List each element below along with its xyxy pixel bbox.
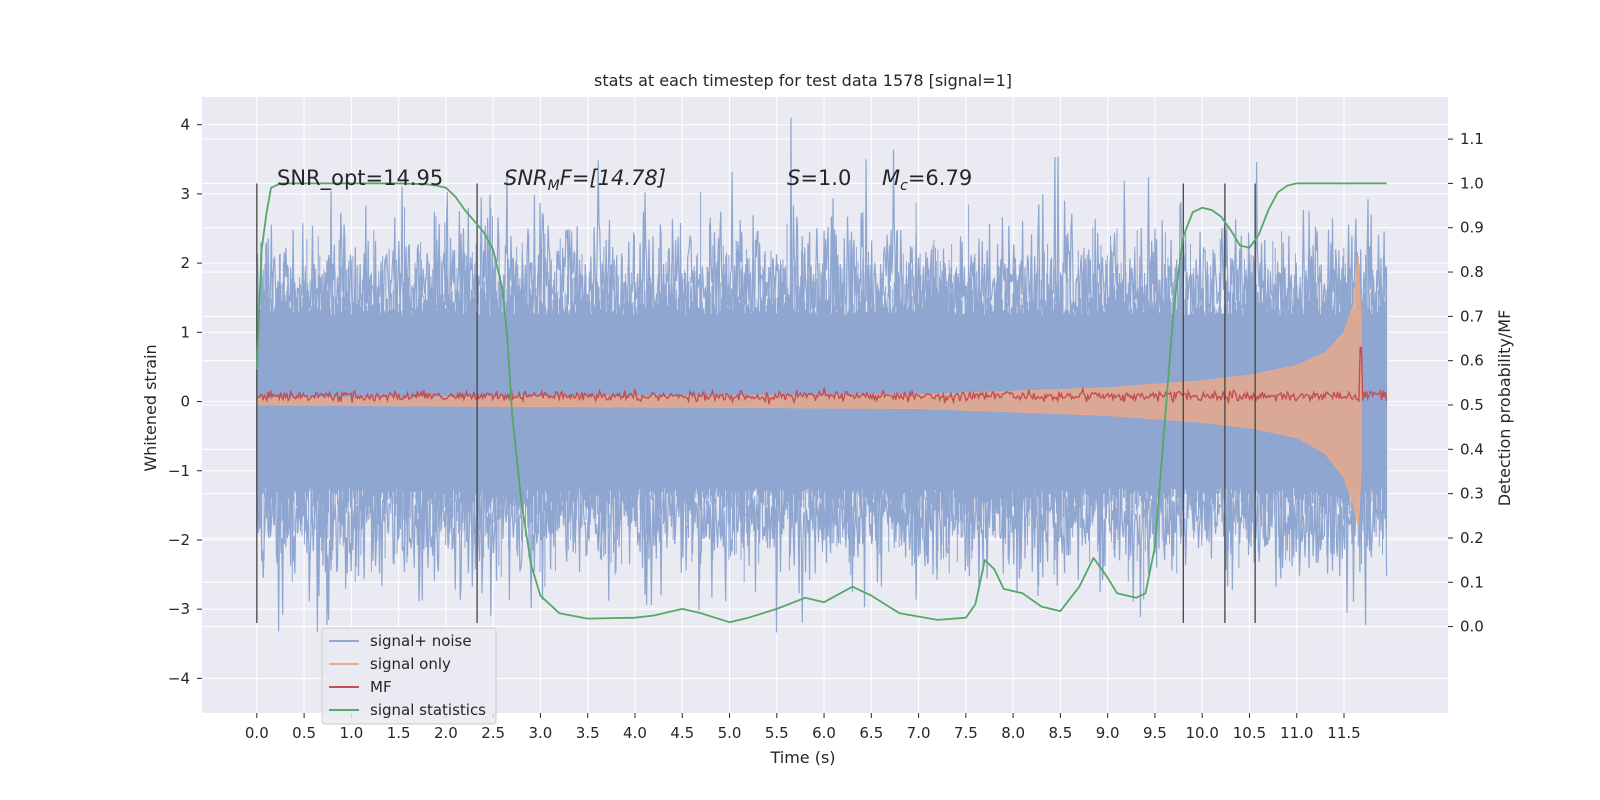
x-tick-label: 1.5 <box>387 724 411 742</box>
legend-label-mf: MF <box>370 678 392 696</box>
legend-label-signal-only: signal only <box>370 655 451 673</box>
x-tick-label: 3.5 <box>576 724 600 742</box>
x-tick-label: 8.0 <box>1001 724 1025 742</box>
x-tick-label: 2.0 <box>434 724 458 742</box>
x-tick-label: 2.5 <box>481 724 505 742</box>
y-left-tick-label: 1 <box>180 323 190 341</box>
signal-statistics-series <box>255 182 1387 624</box>
y-right-axis-label: Detection probability/MF <box>1495 310 1514 507</box>
y-right-tick-label: 1.1 <box>1460 130 1484 148</box>
y-right-axis-ticks: 1.1 1.0 0.9 0.8 0.7 0.6 0.5 0.4 0.3 0.2 0.1 0.0 <box>1448 130 1484 636</box>
y-right-tick-label: 0.7 <box>1460 307 1484 325</box>
y-left-tick-label: −1 <box>168 462 190 480</box>
x-tick-label: 10.5 <box>1233 724 1266 742</box>
x-tick-label: 5.5 <box>765 724 789 742</box>
legend: signal+ noise signal only MF signal stat… <box>321 627 497 725</box>
x-axis-ticks: 0.0 0.5 1.0 1.5 2.0 2.5 3.0 3.5 4.0 4.5 5.0 5.5 6.0 6… <box>245 713 1361 742</box>
signal-only-envelope <box>256 256 1362 527</box>
x-tick-label: 7.5 <box>954 724 978 742</box>
annotation-snr-mf: SNRMF=[14.78] <box>504 166 666 194</box>
y-left-axis-ticks: 4 3 2 1 0 −1 −2 −3 −4 <box>168 116 202 687</box>
x-tick-label: 6.0 <box>812 724 836 742</box>
signal-only-series <box>256 256 1362 527</box>
y-right-tick-label: 0.9 <box>1460 219 1484 237</box>
y-right-tick-label: 0.1 <box>1460 573 1484 591</box>
vertical-markers <box>256 183 1256 624</box>
y-right-tick-label: 0.4 <box>1460 440 1484 458</box>
signal-noise-lower <box>256 483 1388 633</box>
signal-statistics-line <box>255 182 1387 624</box>
y-right-tick-label: 0.8 <box>1460 263 1484 281</box>
x-tick-label: 11.5 <box>1327 724 1360 742</box>
x-tick-label: 4.5 <box>670 724 694 742</box>
y-right-tick-label: 0.3 <box>1460 485 1484 503</box>
mf-line <box>256 346 1388 405</box>
x-tick-label: 5.0 <box>718 724 742 742</box>
x-axis-label: Time (s) <box>769 748 835 767</box>
y-left-tick-label: 0 <box>180 393 190 411</box>
x-tick-label: 1.0 <box>339 724 363 742</box>
y-right-tick-label: 0.0 <box>1460 618 1484 636</box>
y-left-tick-label: −3 <box>168 600 190 618</box>
y-right-tick-label: 0.2 <box>1460 529 1484 547</box>
x-tick-label: 7.0 <box>907 724 931 742</box>
y-right-tick-label: 1.0 <box>1460 174 1484 192</box>
y-left-tick-label: −2 <box>168 531 190 549</box>
x-tick-label: 8.5 <box>1048 724 1072 742</box>
x-tick-label: 6.5 <box>859 724 883 742</box>
chart-title: stats at each timestep for test data 157… <box>594 71 1012 90</box>
y-left-tick-label: 4 <box>180 116 190 134</box>
x-tick-label: 3.0 <box>529 724 553 742</box>
x-tick-label: 9.0 <box>1096 724 1120 742</box>
annotation-s: S=1.0 <box>787 166 851 190</box>
x-tick-label: 0.0 <box>245 724 269 742</box>
annotation-mc: Mc=6.79 <box>882 166 972 194</box>
y-left-tick-label: 3 <box>180 185 190 203</box>
legend-label-signal-noise: signal+ noise <box>370 632 472 650</box>
y-right-tick-label: 0.5 <box>1460 396 1484 414</box>
legend-label-signal-statistics: signal statistics <box>370 701 486 719</box>
annotation-snr-opt: SNR_opt=14.95 <box>277 166 443 191</box>
y-left-tick-label: −4 <box>168 669 190 687</box>
y-left-tick-label: 2 <box>180 254 190 272</box>
legend-box <box>321 627 497 725</box>
x-tick-label: 11.0 <box>1280 724 1313 742</box>
x-tick-label: 10.0 <box>1186 724 1219 742</box>
x-tick-label: 4.0 <box>623 724 647 742</box>
mf-series <box>256 346 1388 405</box>
x-tick-label: 9.5 <box>1143 724 1167 742</box>
y-left-axis-label: Whitened strain <box>141 344 160 471</box>
x-tick-label: 0.5 <box>292 724 316 742</box>
y-right-tick-label: 0.6 <box>1460 352 1484 370</box>
